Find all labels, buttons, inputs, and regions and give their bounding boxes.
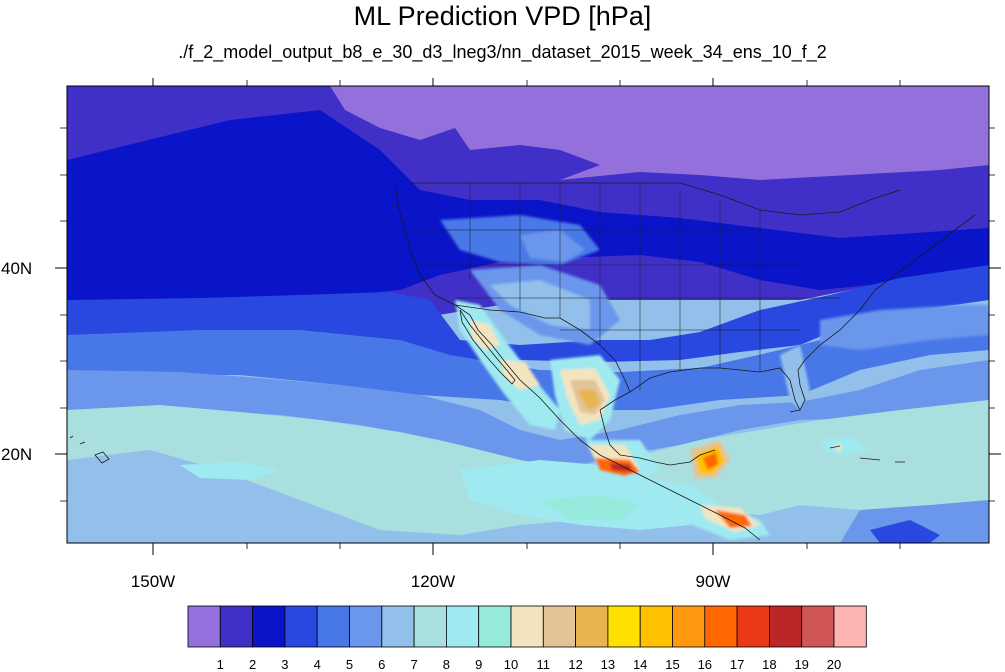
colorbar-swatch-16 <box>672 605 706 648</box>
gulf-coast <box>599 214 976 411</box>
map-title: ML Prediction VPD [hPa] <box>353 1 652 31</box>
colorbar-swatch-7 <box>381 605 415 648</box>
colorbar-label-20: 20 <box>827 657 841 672</box>
band-level-6 <box>67 360 989 470</box>
west-coast <box>394 184 761 541</box>
north-level-2-lobe <box>470 145 600 180</box>
colorbar-label-4: 4 <box>314 657 321 672</box>
mexico-east-coast <box>599 409 716 466</box>
colorbar-swatch-19 <box>769 605 803 648</box>
colorbar-swatch-1 <box>187 605 221 648</box>
colorbar-swatch-2 <box>219 605 254 648</box>
colorbar-swatch-15 <box>639 605 673 648</box>
colorbar-label-8: 8 <box>443 657 450 672</box>
colorbar-swatch-12 <box>542 605 576 648</box>
coastlines-and-borders <box>69 182 976 541</box>
central-america-level-17 <box>715 510 752 528</box>
colorbar-swatch-21 <box>833 605 867 648</box>
band-level-3 <box>67 110 989 315</box>
colorbar-swatch-18 <box>736 605 770 648</box>
caribbean-level-9 <box>820 437 870 455</box>
colorbar-label-14: 14 <box>633 657 647 672</box>
colorbar-swatch-14 <box>607 605 641 648</box>
northwest-level-2 <box>67 86 320 115</box>
florida-keys <box>789 409 801 413</box>
colorbar-label-5: 5 <box>346 657 353 672</box>
atlantic-level-6 <box>820 305 989 350</box>
us-mexico-border <box>454 304 631 393</box>
colorbar-swatch-9 <box>445 605 480 648</box>
colorbar-swatch-20 <box>801 605 835 648</box>
colorbar-swatch-4 <box>284 605 318 648</box>
us-canada-border <box>410 182 901 216</box>
state-lines-horizontal <box>410 229 840 331</box>
band-level-5 <box>67 312 989 410</box>
colorbar-label-1: 1 <box>217 657 224 672</box>
colorbar-label-15: 15 <box>665 657 679 672</box>
colorbar-swatch-8 <box>413 605 447 648</box>
colorbar-label-7: 7 <box>410 657 417 672</box>
colorbar-label-17: 17 <box>730 657 744 672</box>
hawaii <box>69 435 110 464</box>
colorbar-label-12: 12 <box>568 657 582 672</box>
caribbean-islands <box>829 445 905 463</box>
colorbar-label-6: 6 <box>378 657 385 672</box>
baja-level-11 <box>470 320 500 350</box>
lat-label-40n: 40N <box>1 259 32 278</box>
map-subtitle: ./f_2_model_output_b8_e_30_d3_lneg3/nn_d… <box>178 42 827 62</box>
colorbar-swatch-10 <box>478 605 512 648</box>
us-interior-features <box>440 215 989 410</box>
colorbar: 1 2 3 4 5 6 7 8 9 10 11 12 13 14 15 16 17 18 19 20 <box>187 605 867 672</box>
central-mexico-level-19 <box>610 463 632 472</box>
lon-label-150w: 150W <box>131 572 175 591</box>
map-frame <box>66 85 990 544</box>
colorbar-label-13: 13 <box>601 657 615 672</box>
colorbar-swatch-6 <box>349 605 383 648</box>
colorbar-label-11: 11 <box>537 657 551 672</box>
lon-label-90w: 90W <box>696 572 731 591</box>
gulf-level-17 <box>703 452 718 470</box>
chihuahua-level-13 <box>578 390 600 410</box>
colorbar-swatch-17 <box>704 605 738 648</box>
pocket-level-8b <box>180 462 280 480</box>
great-basin-level-6 <box>520 230 585 262</box>
colorbar-swatch-5 <box>316 605 350 648</box>
southwest-level-7 <box>490 280 590 330</box>
colorbar-swatch-11 <box>510 605 544 648</box>
lon-label-120w: 120W <box>411 572 455 591</box>
vpd-field <box>67 86 989 543</box>
colorbar-label-18: 18 <box>762 657 776 672</box>
colorbar-swatch-13 <box>575 605 609 648</box>
pocket-level-9 <box>540 495 640 520</box>
colorbar-swatch-3 <box>252 605 286 648</box>
colorbar-label-2: 2 <box>249 657 256 672</box>
colorbar-label-9: 9 <box>475 657 482 672</box>
colorbar-label-19: 19 <box>794 657 808 672</box>
colorbar-label-3: 3 <box>281 657 288 672</box>
state-lines-vertical <box>469 183 761 390</box>
colorbar-label-10: 10 <box>504 657 518 672</box>
axis-ticks <box>55 78 1001 555</box>
minor-ticks <box>60 80 995 549</box>
south-level-4 <box>870 520 940 543</box>
lat-label-20n: 20N <box>1 445 32 464</box>
baja-peninsula <box>459 309 516 385</box>
colorbar-label-16: 16 <box>698 657 712 672</box>
